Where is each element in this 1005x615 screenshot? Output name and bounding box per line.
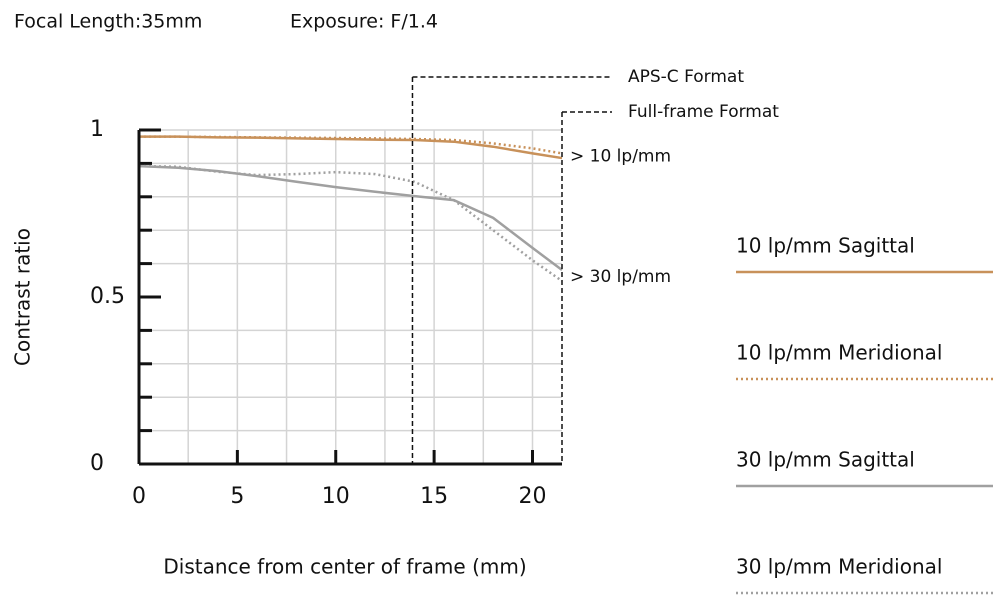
series-line <box>139 135 563 160</box>
curve-label: > 30 lp/mm <box>570 267 671 287</box>
series-line <box>138 164 563 271</box>
x-tick-label: 10 <box>322 484 350 509</box>
legend-label: 10 lp/mm Meridional <box>736 341 942 365</box>
series-line <box>138 164 563 282</box>
y-tick-label: 0.5 <box>90 284 125 309</box>
x-tick-label: 0 <box>132 484 146 509</box>
format-label: APS-C Format <box>628 67 744 87</box>
format-label: Full-frame Format <box>628 102 779 122</box>
curve-label: > 10 lp/mm <box>570 147 671 167</box>
x-tick-label: 5 <box>230 484 244 509</box>
header-focal: Focal Length:35mm <box>14 11 202 33</box>
header-exposure: Exposure: F/1.4 <box>290 11 438 33</box>
legend-label: 30 lp/mm Sagittal <box>736 448 915 472</box>
x-axis-label: Distance from center of frame (mm) <box>163 555 526 579</box>
y-tick-label: 1 <box>90 117 104 142</box>
legend-label: 30 lp/mm Meridional <box>736 555 942 579</box>
x-tick-label: 15 <box>420 484 448 509</box>
series-line <box>139 135 563 155</box>
x-tick-label: 20 <box>518 484 546 509</box>
y-axis-label: Contrast ratio <box>11 228 35 366</box>
legend-label: 10 lp/mm Sagittal <box>736 234 915 258</box>
y-tick-label: 0 <box>90 451 104 476</box>
